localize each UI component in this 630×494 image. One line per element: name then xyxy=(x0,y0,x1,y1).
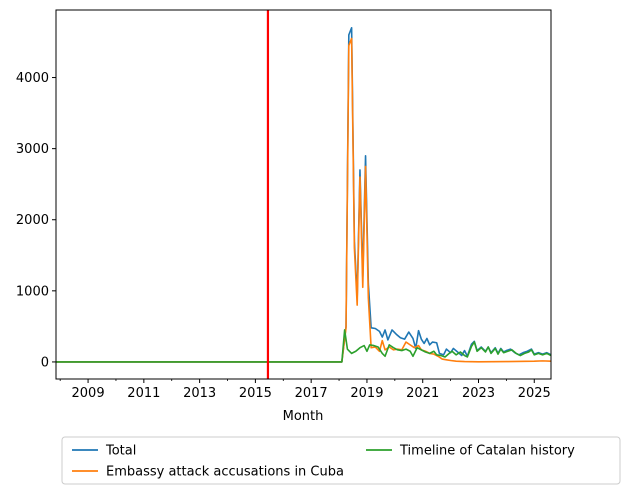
x-tick-label: 2019 xyxy=(350,386,383,401)
x-tick-label: 2021 xyxy=(406,386,439,401)
series-layer xyxy=(56,26,552,363)
x-tick-label: 2017 xyxy=(295,386,328,401)
x-tick-label: 2013 xyxy=(183,386,216,401)
series-line-3 xyxy=(56,329,552,363)
y-tick-label: 4000 xyxy=(16,71,49,86)
x-axis-label: Month xyxy=(283,409,324,424)
x-tick-label: 2015 xyxy=(239,386,272,401)
y-tick-label: 2000 xyxy=(16,213,49,228)
y-tick-label: 0 xyxy=(41,355,49,370)
x-tick-label: 2023 xyxy=(462,386,495,401)
legend: Total Embassy attack accusations in Cuba T… xyxy=(61,436,621,485)
y-axis: 0 1000 2000 3000 4000 xyxy=(16,71,56,370)
x-axis: 2009 2011 2013 2015 2017 2019 2021 2023 2025 xyxy=(59,379,551,401)
x-tick-label: 2025 xyxy=(518,386,551,401)
plot-frame xyxy=(55,9,552,380)
legend-label-1: Total xyxy=(105,444,136,459)
legend-label-3: Timeline of Catalan history xyxy=(399,444,575,459)
x-tick-label: 2011 xyxy=(127,386,160,401)
legend-label-2: Embassy attack accusations in Cuba xyxy=(106,465,344,480)
y-tick-label: 1000 xyxy=(16,284,49,299)
series-line-1 xyxy=(56,26,552,363)
x-tick-label: 2009 xyxy=(72,386,105,401)
y-tick-label: 3000 xyxy=(16,142,49,157)
legend-box xyxy=(61,436,621,485)
